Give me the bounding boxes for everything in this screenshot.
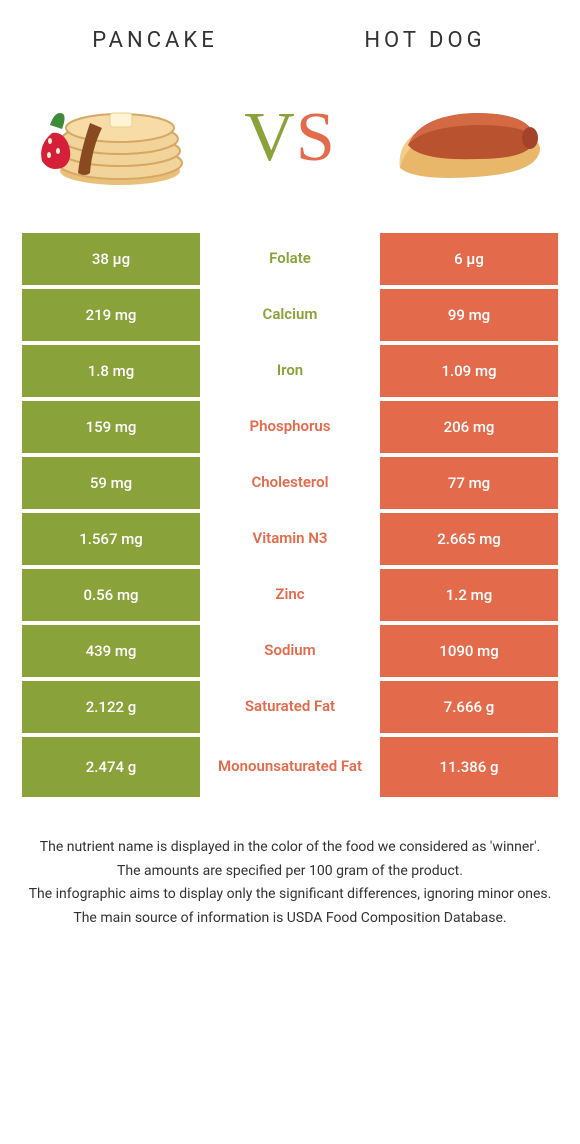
value-left: 38 µg (22, 233, 200, 285)
nutrient-label: Cholesterol (200, 457, 380, 509)
nutrient-label: Vitamin N3 (200, 513, 380, 565)
nutrient-label: Iron (200, 345, 380, 397)
vs-s: S (296, 99, 336, 176)
value-right: 99 mg (380, 289, 558, 341)
nutrient-row: 0.56 mgZinc1.2 mg (22, 569, 558, 621)
value-left: 1.8 mg (22, 345, 200, 397)
nutrient-label: Saturated Fat (200, 681, 380, 733)
hero: VS (0, 63, 580, 233)
value-left: 439 mg (22, 625, 200, 677)
nutrient-label: Calcium (200, 289, 380, 341)
value-left: 219 mg (22, 289, 200, 341)
footnote-line: The nutrient name is displayed in the co… (22, 837, 558, 859)
nutrient-label: Phosphorus (200, 401, 380, 453)
value-left: 1.567 mg (22, 513, 200, 565)
nutrient-label: Folate (200, 233, 380, 285)
footnote-line: The amounts are specified per 100 gram o… (22, 861, 558, 883)
value-right: 2.665 mg (380, 513, 558, 565)
value-left: 2.122 g (22, 681, 200, 733)
nutrient-row: 2.122 gSaturated Fat7.666 g (22, 681, 558, 733)
nutrient-label: Monounsaturated Fat (200, 737, 380, 797)
value-right: 1.09 mg (380, 345, 558, 397)
title-row: Pancake Hot dog (0, 0, 580, 63)
value-right: 1090 mg (380, 625, 558, 677)
nutrient-row: 38 µgFolate6 µg (22, 233, 558, 285)
title-right: Hot dog (290, 28, 560, 53)
value-left: 59 mg (22, 457, 200, 509)
value-right: 6 µg (380, 233, 558, 285)
hotdog-image (380, 73, 550, 203)
nutrient-row: 1.567 mgVitamin N32.665 mg (22, 513, 558, 565)
nutrient-row: 439 mgSodium1090 mg (22, 625, 558, 677)
value-right: 11.386 g (380, 737, 558, 797)
footnote-line: The infographic aims to display only the… (22, 884, 558, 906)
value-left: 0.56 mg (22, 569, 200, 621)
value-right: 77 mg (380, 457, 558, 509)
nutrient-row: 59 mgCholesterol77 mg (22, 457, 558, 509)
nutrient-label: Zinc (200, 569, 380, 621)
value-left: 159 mg (22, 401, 200, 453)
value-left: 2.474 g (22, 737, 200, 797)
vs-v: V (244, 99, 296, 176)
nutrient-table: 38 µgFolate6 µg219 mgCalcium99 mg1.8 mgI… (22, 233, 558, 797)
vs-label: VS (244, 98, 336, 178)
nutrient-row: 159 mgPhosphorus206 mg (22, 401, 558, 453)
footnote: The nutrient name is displayed in the co… (22, 837, 558, 930)
nutrient-row: 1.8 mgIron1.09 mg (22, 345, 558, 397)
nutrient-row: 219 mgCalcium99 mg (22, 289, 558, 341)
value-right: 1.2 mg (380, 569, 558, 621)
title-left: Pancake (20, 28, 290, 53)
footnote-line: The main source of information is USDA F… (22, 908, 558, 930)
nutrient-label: Sodium (200, 625, 380, 677)
value-right: 7.666 g (380, 681, 558, 733)
pancake-image (30, 73, 200, 203)
nutrient-row: 2.474 gMonounsaturated Fat11.386 g (22, 737, 558, 797)
value-right: 206 mg (380, 401, 558, 453)
